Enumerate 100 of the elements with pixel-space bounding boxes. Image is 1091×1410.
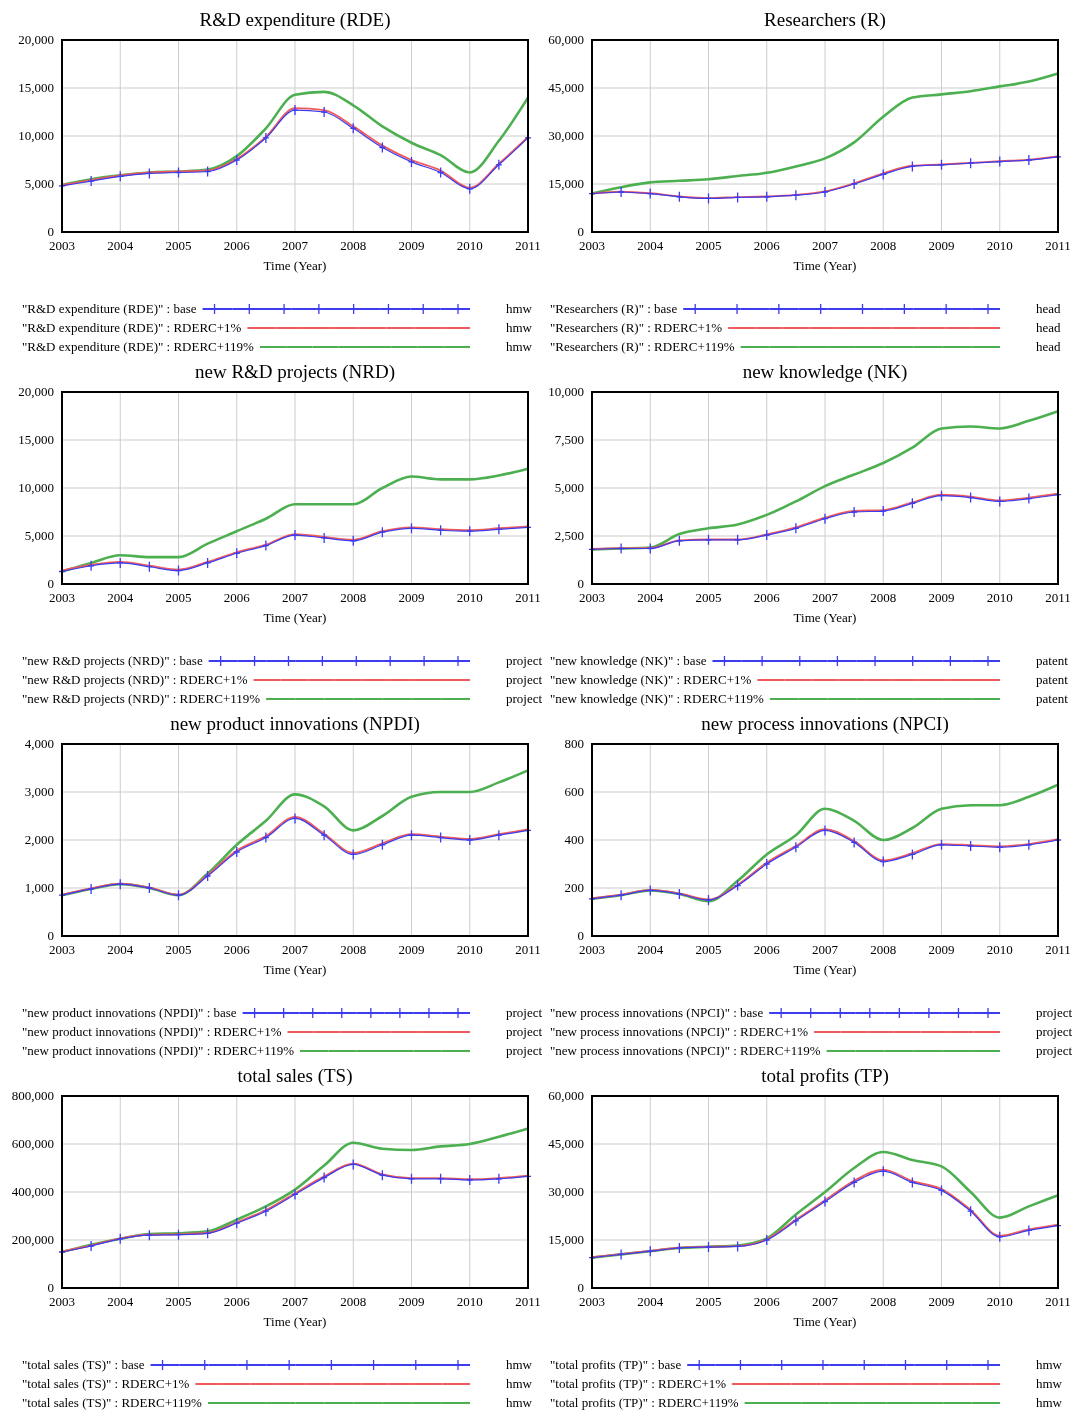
- x-tick-label: 2006: [223, 238, 251, 253]
- text: hmw: [506, 1395, 533, 1410]
- x-tick-label: 2005: [165, 942, 192, 957]
- y-tick-label: 800: [564, 736, 584, 751]
- x-tick-label: 2003: [49, 1294, 75, 1309]
- y-tick-label: 15,000: [18, 80, 54, 95]
- x-tick-label: 2009: [928, 238, 955, 253]
- x-axis-title: Time (Year): [793, 962, 857, 977]
- x-tick-label: 2008: [870, 1294, 897, 1309]
- x-tick-label: 2011: [515, 942, 541, 957]
- y-tick-label: 600: [564, 784, 584, 799]
- x-tick-label: 2007: [812, 1294, 839, 1309]
- x-tick-label: 2005: [695, 1294, 722, 1309]
- x-tick-label: 2010: [456, 238, 483, 253]
- x-tick-label: 2011: [515, 238, 541, 253]
- x-tick-label: 2007: [282, 238, 309, 253]
- x-tick-label: 2008: [340, 942, 367, 957]
- text: project: [506, 1043, 543, 1058]
- legend-label: "total profits (TP)" : RDERC+1%: [550, 1376, 727, 1391]
- text: hmw: [506, 339, 533, 354]
- legend-label: "R&D expenditure (RDE)" : RDERC+119%: [22, 339, 255, 354]
- x-tick-label: 2010: [456, 590, 483, 605]
- y-tick-label: 7,500: [554, 432, 584, 447]
- legend-label: "total sales (TS)" : RDERC+1%: [22, 1376, 190, 1391]
- x-tick-label: 2007: [282, 1294, 309, 1309]
- x-tick-label: 2004: [107, 238, 134, 253]
- legend-label: "R&D expenditure (RDE)" : base: [22, 301, 197, 316]
- legend-label: "total profits (TP)" : base: [550, 1357, 682, 1372]
- y-tick-label: 10,000: [18, 480, 54, 495]
- text: project: [506, 1005, 543, 1020]
- x-tick-label: 2005: [165, 1294, 192, 1309]
- x-tick-label: 2007: [812, 590, 839, 605]
- x-tick-label: 2006: [223, 942, 251, 957]
- text: head: [1036, 320, 1062, 335]
- legend-label: "new R&D projects (NRD)" : RDERC+1%: [22, 672, 248, 687]
- y-tick-label: 15,000: [548, 176, 584, 191]
- x-tick-label: 2003: [49, 238, 75, 253]
- text: project: [506, 691, 543, 706]
- y-tick-label: 10,000: [548, 384, 584, 399]
- y-tick-label: 4,000: [24, 736, 54, 751]
- text: patent: [1036, 672, 1069, 687]
- text: head: [1036, 301, 1062, 316]
- x-tick-label: 2010: [456, 942, 483, 957]
- y-tick-label: 15,000: [548, 1232, 584, 1247]
- y-tick-label: 0: [577, 576, 584, 591]
- x-tick-label: 2009: [928, 590, 955, 605]
- chart-title: R&D expenditure (RDE): [199, 9, 391, 31]
- y-tick-label: 20,000: [18, 384, 54, 399]
- x-tick-label: 2009: [928, 1294, 955, 1309]
- y-tick-label: 30,000: [548, 128, 584, 143]
- y-tick-label: 0: [47, 224, 54, 239]
- x-axis-title: Time (Year): [793, 1314, 857, 1329]
- legend-label: "total profits (TP)" : RDERC+119%: [550, 1395, 739, 1410]
- x-tick-label: 2009: [398, 590, 425, 605]
- x-tick-label: 2007: [282, 590, 309, 605]
- y-tick-label: 2,500: [554, 528, 584, 543]
- x-tick-label: 2006: [753, 238, 781, 253]
- chart-title: Researchers (R): [764, 9, 886, 31]
- chart-title: new R&D projects (NRD): [195, 361, 395, 383]
- y-tick-label: 2,000: [24, 832, 54, 847]
- x-tick-label: 2003: [49, 942, 75, 957]
- x-tick-label: 2004: [637, 238, 664, 253]
- text: project: [1036, 1043, 1073, 1058]
- x-tick-label: 2003: [49, 590, 75, 605]
- x-tick-label: 2011: [1045, 942, 1071, 957]
- legend-label: "new product innovations (NPDI)" : RDERC+119%: [22, 1043, 295, 1058]
- text: hmw: [506, 301, 533, 316]
- x-tick-label: 2008: [870, 238, 897, 253]
- y-tick-label: 800,000: [11, 1088, 54, 1103]
- x-tick-label: 2007: [812, 942, 839, 957]
- y-tick-label: 15,000: [18, 432, 54, 447]
- x-axis-title: Time (Year): [793, 258, 857, 273]
- x-tick-label: 2011: [1045, 238, 1071, 253]
- x-tick-label: 2003: [579, 238, 605, 253]
- x-tick-label: 2003: [579, 942, 605, 957]
- y-tick-label: 20,000: [18, 32, 54, 47]
- x-tick-label: 2009: [398, 1294, 425, 1309]
- x-axis-title: Time (Year): [263, 962, 327, 977]
- x-tick-label: 2008: [870, 590, 897, 605]
- x-tick-label: 2010: [986, 590, 1013, 605]
- legend-label: "total sales (TS)" : base: [22, 1357, 145, 1372]
- x-tick-label: 2008: [340, 1294, 367, 1309]
- text: hmw: [506, 1376, 533, 1391]
- x-tick-label: 2004: [637, 1294, 664, 1309]
- y-tick-label: 5,000: [24, 528, 54, 543]
- y-tick-label: 45,000: [548, 1136, 584, 1151]
- y-tick-label: 0: [47, 1280, 54, 1295]
- legend-label: "Researchers (R)" : RDERC+119%: [550, 339, 735, 354]
- text: project: [506, 1024, 543, 1039]
- x-tick-label: 2010: [986, 238, 1013, 253]
- x-tick-label: 2006: [223, 1294, 251, 1309]
- legend-label: "new R&D projects (NRD)" : base: [22, 653, 203, 668]
- text: hmw: [1036, 1376, 1063, 1391]
- x-tick-label: 2008: [870, 942, 897, 957]
- text: patent: [1036, 653, 1069, 668]
- x-tick-label: 2004: [107, 942, 134, 957]
- chart-title: new knowledge (NK): [742, 361, 908, 383]
- legend-label: "new product innovations (NPDI)" : base: [22, 1005, 237, 1020]
- y-tick-label: 30,000: [548, 1184, 584, 1199]
- text: project: [506, 653, 543, 668]
